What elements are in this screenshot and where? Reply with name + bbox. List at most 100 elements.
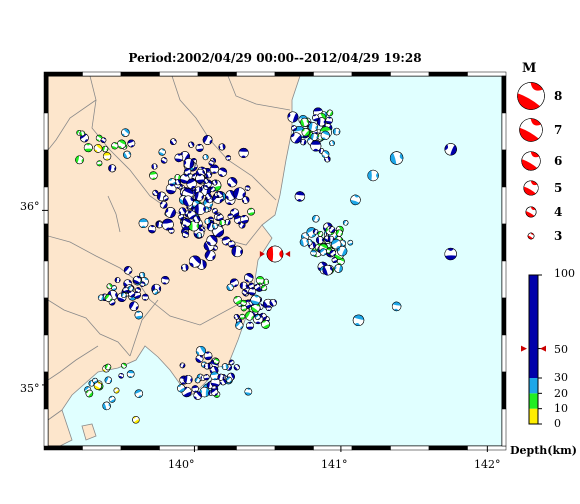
earthquake-focal-mechanism (152, 288, 159, 295)
earthquake-focal-mechanism (93, 144, 103, 153)
earthquake-focal-mechanism (182, 218, 192, 228)
earthquake-focal-mechanism (216, 213, 224, 222)
depth-colorbar-band (529, 408, 538, 424)
earthquake-focal-mechanism (319, 248, 327, 256)
earthquake-focal-mechanism (203, 374, 210, 381)
earthquake-focal-mechanism (104, 376, 112, 384)
earthquake-focal-mechanism (444, 143, 457, 156)
magnitude-legend-symbol (525, 206, 537, 218)
earthquake-focal-mechanism (184, 168, 192, 176)
earthquake-focal-mechanism (209, 186, 216, 193)
earthquake-focal-mechanism (202, 135, 213, 145)
depth-tick-label: 100 (554, 267, 575, 280)
earthquake-focal-mechanism (93, 381, 102, 390)
earthquake-focal-mechanism (183, 374, 193, 385)
earthquake-focal-mechanism (75, 155, 84, 165)
mainshock-focal-mechanism (259, 245, 291, 263)
earthquake-focal-mechanism (195, 143, 204, 152)
earthquake-focal-mechanism (312, 228, 319, 235)
earthquake-focal-mechanism (321, 150, 330, 159)
earthquake-focal-mechanism (317, 231, 324, 237)
depth-colorbar-band (529, 393, 538, 409)
earthquake-focal-mechanism (347, 239, 354, 246)
earthquake-focal-mechanism (195, 173, 205, 184)
earthquake-focal-mechanism (218, 143, 226, 151)
earthquake-focal-mechanism (210, 377, 221, 388)
earthquake-focal-mechanism (235, 321, 244, 330)
earthquake-focal-mechanism (328, 226, 336, 233)
earthquake-focal-mechanism (250, 294, 261, 306)
earthquake-focal-mechanism (329, 140, 335, 147)
earthquake-focal-mechanism (210, 371, 219, 381)
earthquake-focal-mechanism (265, 305, 272, 311)
magnitude-legend-heading: M (522, 61, 537, 76)
earthquake-focal-mechanism (194, 186, 202, 194)
depth-colorbar (521, 274, 546, 425)
earthquake-focal-mechanism (95, 134, 103, 142)
y-tick-label: 35° (20, 382, 40, 395)
earthquake-focal-mechanism (194, 377, 201, 384)
earthquake-focal-mechanism (182, 195, 194, 207)
earthquake-focal-mechanism (225, 155, 232, 161)
earthquake-focal-mechanism (210, 388, 219, 396)
earthquake-focal-mechanism (83, 143, 93, 153)
earthquake-focal-mechanism (141, 293, 149, 301)
earthquake-focal-mechanism (204, 250, 216, 261)
earthquake-focal-mechanism (326, 109, 334, 117)
magnitude-legend-symbol (523, 180, 539, 196)
earthquake-focal-mechanism (391, 301, 402, 312)
earthquake-focal-mechanism (106, 283, 113, 290)
earthquake-focal-mechanism (158, 148, 166, 156)
earthquake-focal-mechanism (129, 301, 139, 311)
earthquake-focal-mechanism (92, 377, 98, 384)
earthquake-focal-mechanism (160, 275, 170, 285)
magnitude-label: 6 (554, 154, 563, 168)
earthquake-focal-mechanism (177, 384, 186, 393)
earthquake-focal-mechanism (178, 207, 187, 215)
magnitude-label: 4 (554, 205, 563, 219)
magnitude-legend-symbol (517, 82, 545, 110)
magnitude-label: 7 (554, 123, 563, 137)
earthquake-focal-mechanism (291, 125, 297, 131)
earthquake-focal-mechanism (102, 152, 112, 161)
earthquake-focal-mechanism (102, 401, 111, 411)
earthquake-focal-mechanism (269, 298, 277, 307)
earthquake-focal-mechanism (182, 231, 190, 239)
depth-tick-label: 0 (554, 417, 561, 430)
earthquake-focal-mechanism (444, 247, 457, 261)
earthquake-focal-mechanism (104, 294, 113, 302)
earthquake-focal-mechanism (310, 140, 322, 152)
earthquake-focal-mechanism (238, 147, 249, 158)
earthquake-focal-mechanism (334, 264, 343, 273)
earthquake-focal-mechanism (300, 117, 310, 127)
earthquake-focal-mechanism (244, 273, 254, 283)
earthquake-focal-mechanism (148, 225, 157, 234)
earthquake-focal-mechanism (191, 385, 199, 393)
earthquake-focal-mechanism (135, 287, 141, 293)
earthquake-focal-mechanism (310, 133, 319, 141)
earthquake-focal-mechanism (233, 364, 240, 371)
earthquake-focal-mechanism (299, 237, 309, 247)
earthquake-focal-mechanism (188, 141, 195, 148)
x-tick-label: 140° (168, 458, 195, 471)
earthquake-focal-mechanism (121, 128, 130, 137)
earthquake-focal-mechanism (240, 299, 247, 307)
earthquake-focal-mechanism (241, 196, 250, 204)
earthquake-focal-mechanism (244, 387, 253, 396)
earthquake-focal-mechanism (315, 236, 324, 245)
earthquake-focal-mechanism (300, 139, 307, 146)
earthquake-focal-mechanism (325, 116, 333, 125)
earthquake-focal-mechanism (202, 154, 209, 161)
earthquake-focal-mechanism (174, 153, 184, 163)
earthquake-focal-mechanism (102, 145, 109, 153)
earthquake-focal-mechanism (322, 264, 333, 276)
earthquake-focal-mechanism (134, 310, 144, 320)
depth-colorbar-outline (528, 274, 539, 425)
earthquake-focal-mechanism (186, 178, 197, 189)
depth-colorbar-band (529, 275, 538, 378)
earthquake-focal-mechanism (389, 151, 404, 165)
earthquake-focal-mechanism (178, 214, 185, 220)
earthquake-focal-mechanism (108, 164, 117, 173)
earthquake-focal-mechanism (287, 111, 299, 123)
earthquake-focal-mechanism (203, 362, 211, 370)
